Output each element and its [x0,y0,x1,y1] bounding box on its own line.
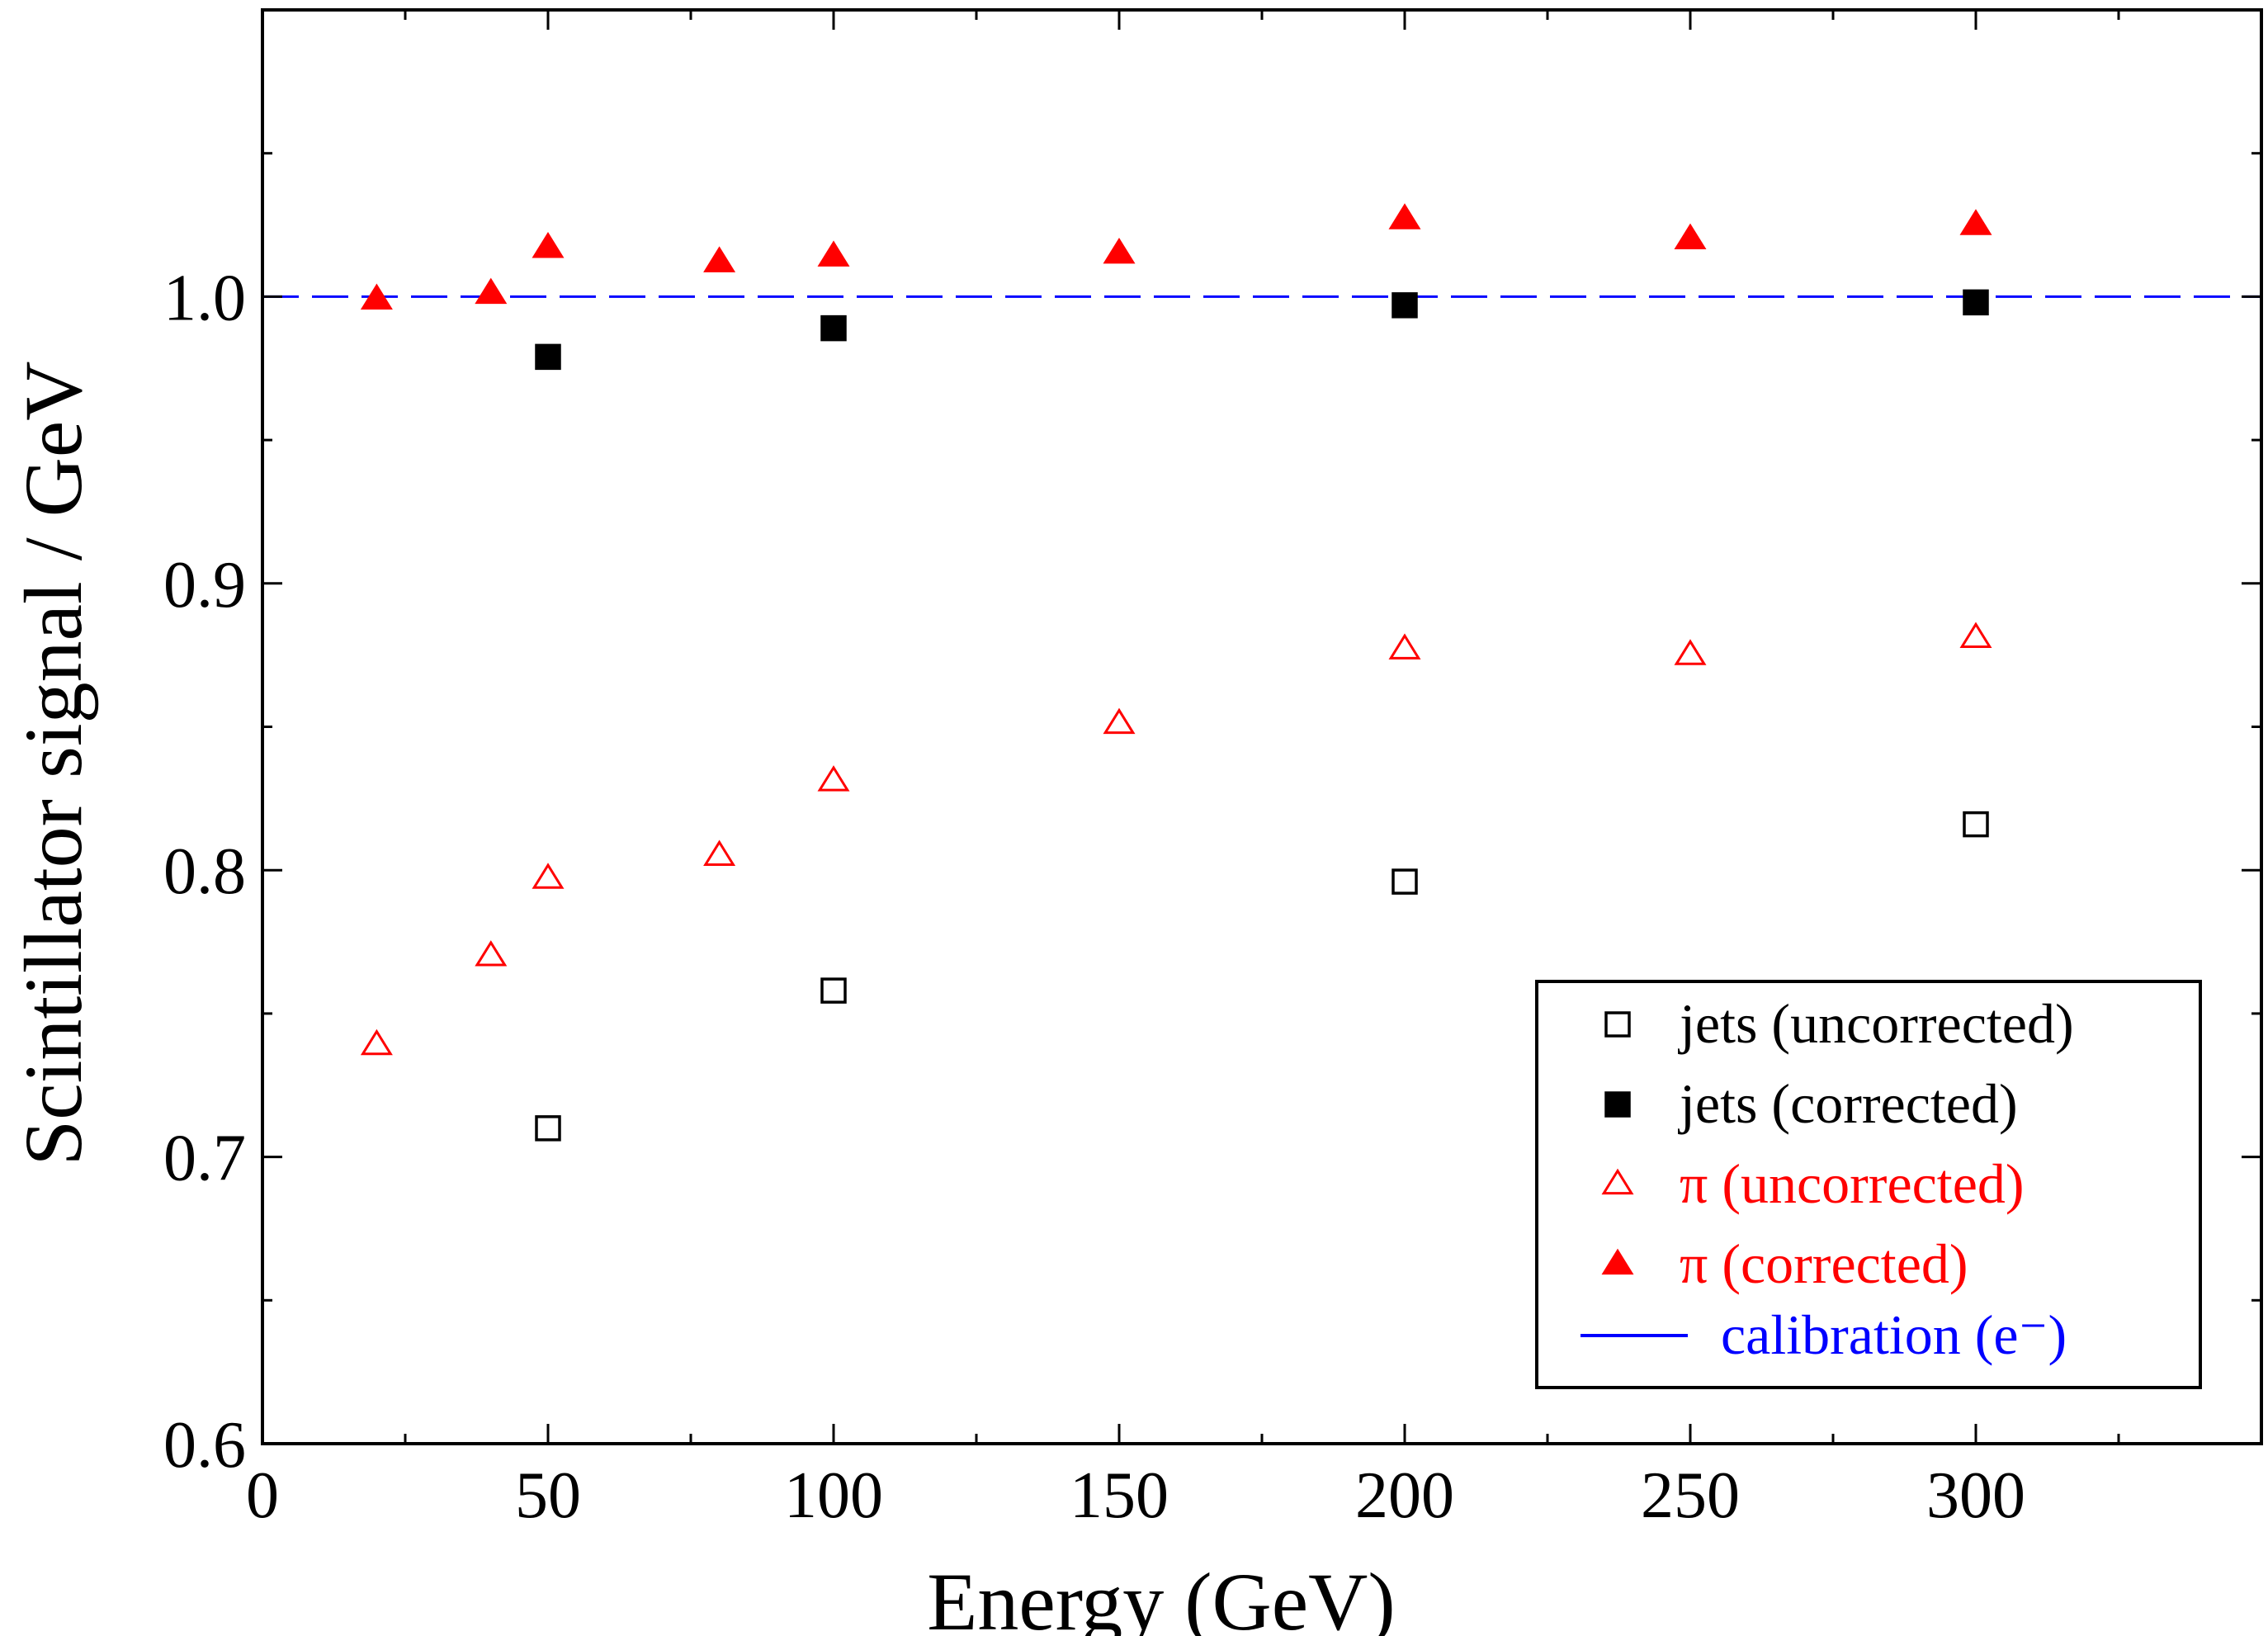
y-tick-label: 1.0 [163,262,246,334]
legend-marker [1601,1168,1634,1195]
x-tick-label: 250 [1641,1459,1740,1532]
x-tick-label: 100 [784,1459,883,1532]
data-point [1388,203,1421,229]
legend: jets (uncorrected) jets (corrected) π (unc… [1535,980,2202,1389]
data-point [535,1115,561,1142]
data-point [1963,289,1989,316]
x-tick-label: 50 [515,1459,581,1532]
x-tick-label: 300 [1926,1459,2025,1532]
data-point [1674,639,1707,665]
data-point [535,343,561,371]
axis-tick-labels: 0 50 100 150 200 250 300 0.6 0.7 0.8 0.9 1.0 [163,262,2025,1532]
data-point [1103,237,1136,264]
data-point [817,765,850,792]
y-tick-label: 0.7 [163,1123,246,1195]
y-tick-label: 0.8 [163,835,246,908]
plot-frame [261,8,2263,1445]
legend-label: π (uncorrected) [1680,1152,2025,1215]
legend-label: π (corrected) [1680,1232,1968,1295]
data-point [820,314,847,342]
data-point [703,839,736,866]
data-point [1959,622,1992,648]
x-tick-label: 200 [1355,1459,1454,1532]
data-point [1392,292,1418,319]
legend-entries: jets (uncorrected) jets (corrected) π (unc… [1581,992,2074,1366]
x-tick-label: 150 [1070,1459,1169,1532]
data-points [360,203,1992,1142]
y-axis-title: Scintillator signal / GeV [7,362,99,1166]
y-tick-label: 0.6 [163,1409,246,1482]
data-point [475,940,508,967]
legend-label: jets (uncorrected) [1678,992,2074,1055]
y-tick-label: 0.9 [163,549,246,622]
legend-marker [1604,1011,1631,1038]
legend-label: jets (corrected) [1678,1072,2018,1135]
data-point [1392,868,1418,895]
data-point [703,246,736,272]
data-point [532,232,565,258]
data-point [360,1028,393,1056]
data-point [475,277,508,305]
x-tick-label: 0 [246,1459,279,1532]
data-point [1963,811,1989,838]
legend-label: calibration (e⁻) [1721,1303,2067,1366]
data-point [817,240,850,267]
data-point [360,283,393,310]
data-point [1103,707,1136,735]
data-point [1388,633,1421,660]
data-point [1674,223,1707,250]
legend-box [1535,980,2202,1389]
data-point [532,863,565,889]
legend-marker [1604,1091,1631,1118]
legend-marker [1601,1248,1634,1275]
data-point [820,977,847,1004]
x-axis-title: Energy (GeV) [927,1556,1395,1636]
data-point [1959,209,1992,235]
